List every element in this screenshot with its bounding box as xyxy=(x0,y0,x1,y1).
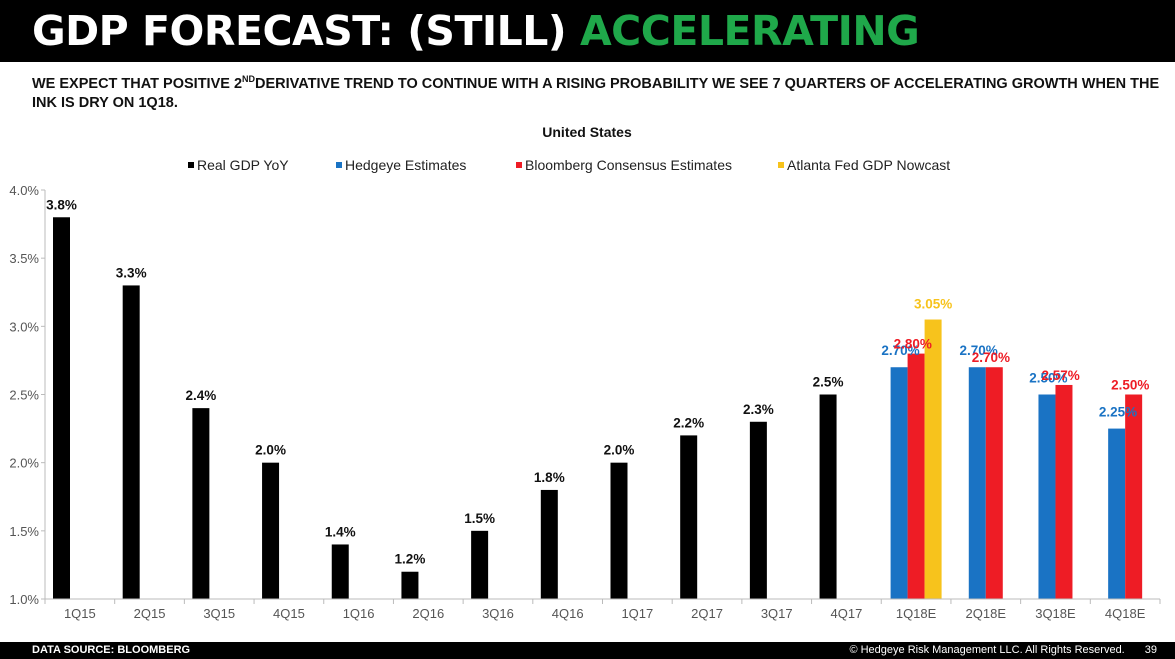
footer-right: © Hedgeye Risk Management LLC. All Right… xyxy=(849,644,1157,656)
chart-title: United States xyxy=(542,124,632,140)
bars xyxy=(53,217,1143,599)
x-tick-label-2q17: 2Q17 xyxy=(691,606,723,621)
subtitle-superscript: ND xyxy=(242,74,256,84)
bar-bloomberg-consensus-estimates-2q18e xyxy=(985,367,1003,599)
data-label-real-gdp-yoy-1q15: 3.8% xyxy=(46,197,77,212)
bar-hedgeye-estimates-1q18e xyxy=(890,367,908,599)
x-tick-label-1q17: 1Q17 xyxy=(621,606,653,621)
bar-real-gdp-yoy-4q15 xyxy=(262,462,280,599)
data-label-hedgeye-estimates-4q18e: 2.25% xyxy=(1099,405,1137,420)
bar-real-gdp-yoy-2q15 xyxy=(122,285,140,599)
data-label-real-gdp-yoy-3q15: 2.4% xyxy=(185,388,216,403)
bar-bloomberg-consensus-estimates-3q18e xyxy=(1055,384,1073,599)
data-label-real-gdp-yoy-4q16: 1.8% xyxy=(534,470,565,485)
y-axis: 1.0% 1.5% 2.0% 2.5% 3.0% 3.5% 4.0% xyxy=(9,183,46,607)
x-tick-label-4q15: 4Q15 xyxy=(273,606,305,621)
y-tick-label: 3.0% xyxy=(9,319,39,334)
bar-real-gdp-yoy-2q17 xyxy=(680,435,698,599)
bar-real-gdp-yoy-1q16 xyxy=(331,544,349,599)
bar-real-gdp-yoy-4q16 xyxy=(540,489,558,599)
bar-real-gdp-yoy-3q16 xyxy=(471,530,489,599)
chart-legend: Real GDP YoY Hedgeye Estimates Bloomberg C… xyxy=(188,157,950,173)
bar-hedgeye-estimates-4q18e xyxy=(1108,428,1126,599)
subtitle-text-a: WE EXPECT THAT POSITIVE 2 xyxy=(32,75,243,92)
title-part-green: ACCELERATING xyxy=(579,7,920,55)
data-label-real-gdp-yoy-4q15: 2.0% xyxy=(255,443,286,458)
data-labels: 3.8% 3.3% 2.4% 2.0% 1.4% 1.2% 1.5% 1.8% 2.0% 2.2%… xyxy=(46,197,1149,566)
data-label-bloomberg-consensus-estimates-4q18e: 2.50% xyxy=(1111,378,1149,393)
legend-label-real-gdp-yoy: Real GDP YoY xyxy=(197,157,289,173)
copyright: © Hedgeye Risk Management LLC. All Right… xyxy=(849,644,1125,656)
data-label-real-gdp-yoy-3q17: 2.3% xyxy=(743,402,774,417)
title-part-white: GDP FORECAST: (STILL) xyxy=(32,7,567,55)
x-tick-label-1q15: 1Q15 xyxy=(64,606,96,621)
title-bar: GDP FORECAST: (STILL) ACCELERATING xyxy=(0,0,1175,62)
footer-bar: DATA SOURCE: BLOOMBERG © Hedgeye Risk Ma… xyxy=(0,642,1175,659)
data-label-real-gdp-yoy-2q15: 3.3% xyxy=(116,265,147,280)
bar-real-gdp-yoy-3q17 xyxy=(749,421,767,599)
x-tick-label-3q18e: 3Q18E xyxy=(1035,606,1076,621)
data-source: DATA SOURCE: BLOOMBERG xyxy=(32,644,191,656)
data-label-hedgeye-estimates-3q18e: 2.50% xyxy=(1029,371,1067,386)
y-tick-label: 3.5% xyxy=(9,251,39,266)
subtitle-text-b: DERIVATIVE TREND TO CONTINUE WITH A RISI… xyxy=(32,75,1160,111)
bar-atlanta-fed-gdp-nowcast-1q18e xyxy=(924,319,942,599)
legend-label-atlanta-fed-gdp-nowcast: Atlanta Fed GDP Nowcast xyxy=(787,157,950,173)
data-label-real-gdp-yoy-3q16: 1.5% xyxy=(464,511,495,526)
data-label-bloomberg-consensus-estimates-1q18e: 2.80% xyxy=(894,337,932,352)
data-label-real-gdp-yoy-4q17: 2.5% xyxy=(813,375,844,390)
x-tick-label-2q18e: 2Q18E xyxy=(966,606,1007,621)
data-label-bloomberg-consensus-estimates-2q18e: 2.70% xyxy=(972,350,1010,365)
x-axis: 1Q15 2Q15 3Q15 4Q15 1Q16 2Q16 3Q16 4Q16 1Q17 2Q17… xyxy=(44,598,1161,621)
bar-hedgeye-estimates-2q18e xyxy=(968,367,986,599)
bar-real-gdp-yoy-1q17 xyxy=(610,462,628,599)
x-tick-label-1q18e: 1Q18E xyxy=(896,606,937,621)
subtitle: WE EXPECT THAT POSITIVE 2NDDERIVATIVE TR… xyxy=(32,70,1162,113)
bar-real-gdp-yoy-2q16 xyxy=(401,571,419,599)
bar-bloomberg-consensus-estimates-1q18e xyxy=(907,353,925,599)
x-tick-label-4q16: 4Q16 xyxy=(552,606,584,621)
bar-bloomberg-consensus-estimates-4q18e xyxy=(1125,394,1143,599)
x-tick-label-2q16: 2Q16 xyxy=(412,606,444,621)
x-tick-label-1q16: 1Q16 xyxy=(343,606,375,621)
data-label-bloomberg-consensus-estimates-3q18e: 2.57% xyxy=(1041,368,1079,383)
page-number: 39 xyxy=(1144,644,1157,656)
y-tick-label: 1.0% xyxy=(9,592,39,607)
legend-swatch-real-gdp-yoy xyxy=(188,162,194,168)
x-tick-label-4q17: 4Q17 xyxy=(831,606,863,621)
data-label-atlanta-fed-gdp-nowcast-1q18e: 3.05% xyxy=(914,297,952,312)
data-label-real-gdp-yoy-2q16: 1.2% xyxy=(395,552,426,567)
bar-hedgeye-estimates-3q18e xyxy=(1038,394,1056,599)
bar-real-gdp-yoy-4q17 xyxy=(819,394,837,599)
y-tick-label: 2.5% xyxy=(9,388,39,403)
x-tick-label-3q15: 3Q15 xyxy=(203,606,235,621)
bar-real-gdp-yoy-3q15 xyxy=(192,408,210,599)
y-tick-label: 2.0% xyxy=(9,456,39,471)
bar-real-gdp-yoy-1q15 xyxy=(53,217,70,599)
x-tick-label-3q16: 3Q16 xyxy=(482,606,514,621)
data-label-hedgeye-estimates-2q18e: 2.70% xyxy=(960,343,998,358)
y-tick-label: 1.5% xyxy=(9,524,39,539)
legend-swatch-hedgeye-estimates xyxy=(336,162,342,168)
legend-label-hedgeye-estimates: Hedgeye Estimates xyxy=(345,157,466,173)
x-tick-label-3q17: 3Q17 xyxy=(761,606,793,621)
data-label-real-gdp-yoy-2q17: 2.2% xyxy=(673,415,704,430)
legend-swatch-bloomberg-consensus-estimates xyxy=(516,162,522,168)
legend-label-bloomberg-consensus-estimates: Bloomberg Consensus Estimates xyxy=(525,157,732,173)
x-tick-label-2q15: 2Q15 xyxy=(134,606,166,621)
data-label-hedgeye-estimates-1q18e: 2.70% xyxy=(881,343,919,358)
data-label-real-gdp-yoy-1q16: 1.4% xyxy=(325,524,356,539)
x-tick-label-4q18e: 4Q18E xyxy=(1105,606,1146,621)
legend-swatch-atlanta-fed-gdp-nowcast xyxy=(778,162,784,168)
gdp-bar-chart: United States Real GDP YoY Hedgeye Estima… xyxy=(9,124,1161,621)
page-title: GDP FORECAST: (STILL) ACCELERATING xyxy=(32,7,920,55)
y-tick-label: 4.0% xyxy=(9,183,39,198)
data-label-real-gdp-yoy-1q17: 2.0% xyxy=(604,443,635,458)
